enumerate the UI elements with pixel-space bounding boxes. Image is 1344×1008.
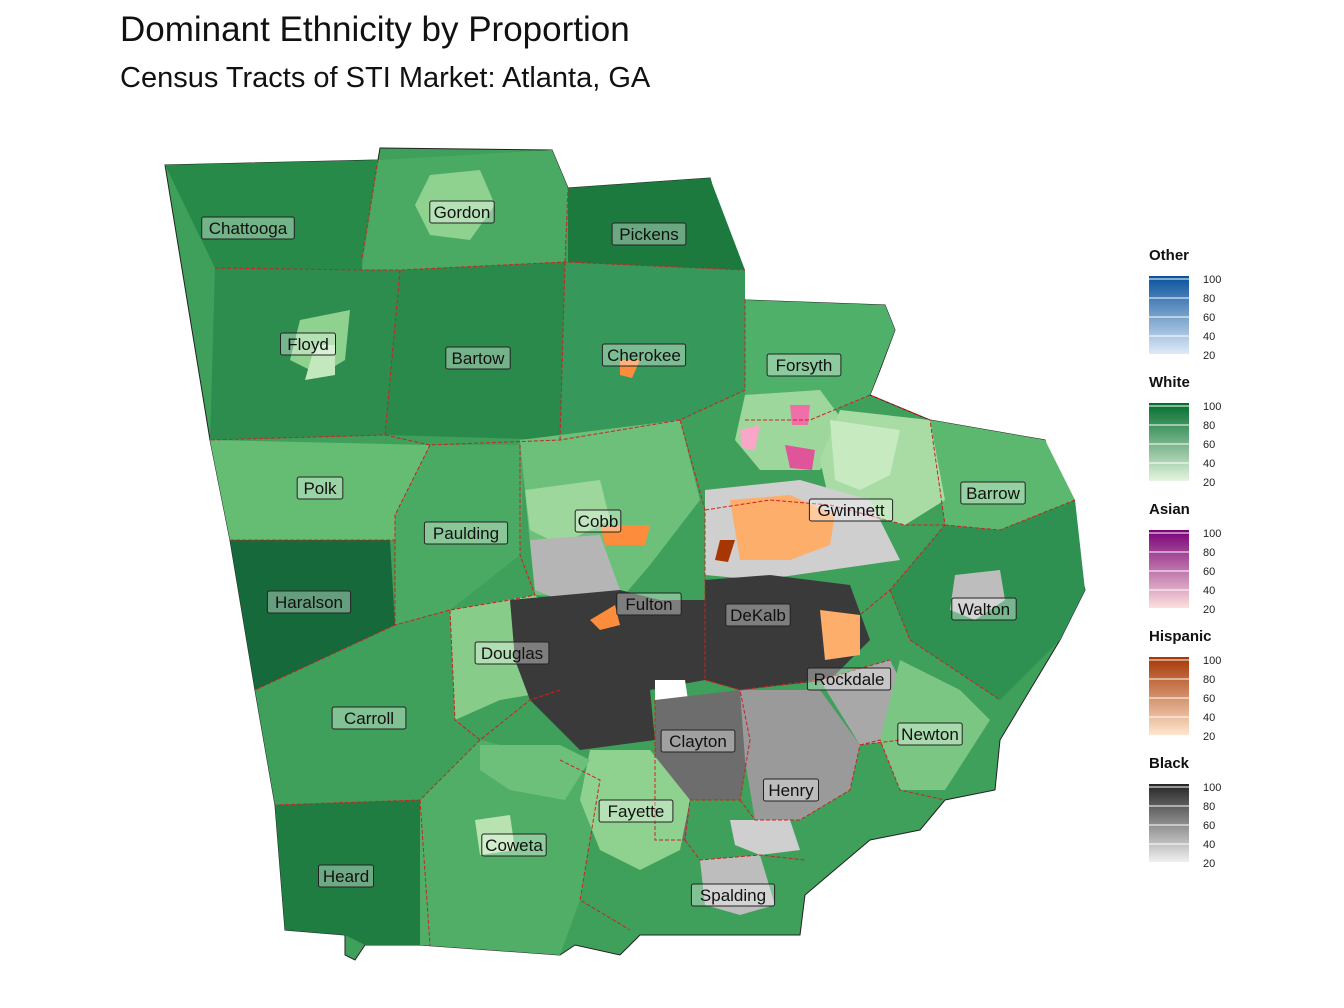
legend-tick-label: 100 [1203, 401, 1221, 413]
legend-title: Asian [1149, 501, 1190, 518]
svg-text:Henry: Henry [768, 781, 814, 800]
county-label-gordon: Gordon [429, 200, 495, 224]
legend-tick-label: 60 [1203, 312, 1215, 324]
county-label-newton: Newton [897, 722, 963, 746]
legend-tick-label: 80 [1203, 293, 1215, 305]
svg-text:Fayette: Fayette [608, 802, 665, 821]
county-label-polk: Polk [296, 476, 344, 500]
county-label-fayette: Fayette [598, 799, 674, 823]
county-label-cherokee: Cherokee [601, 343, 687, 367]
legend-tick-label: 40 [1203, 585, 1215, 597]
svg-text:Polk: Polk [303, 479, 337, 498]
county-label-chattooga: Chattooga [201, 216, 295, 240]
svg-text:Gwinnett: Gwinnett [817, 501, 884, 520]
svg-text:Floyd: Floyd [287, 335, 329, 354]
county-label-forsyth: Forsyth [766, 353, 842, 377]
tract-patches [290, 170, 1005, 915]
svg-text:Heard: Heard [323, 867, 369, 886]
legend-title: Hispanic [1149, 628, 1212, 645]
svg-text:Haralson: Haralson [275, 593, 343, 612]
legend-white: White 100 80 60 40 20 [1149, 374, 1221, 489]
svg-text:Douglas: Douglas [481, 644, 543, 663]
legend-title: Black [1149, 755, 1190, 772]
legend-tick-label: 60 [1203, 820, 1215, 832]
legend-colorbar [1149, 530, 1189, 608]
county-label-dekalb: DeKalb [725, 603, 791, 627]
svg-text:Newton: Newton [901, 725, 959, 744]
county-label-pickens: Pickens [611, 222, 687, 246]
legend-asian: Asian 100 80 60 40 20 [1149, 501, 1221, 616]
svg-text:Clayton: Clayton [669, 732, 727, 751]
map-title: Dominant Ethnicity by Proportion [120, 10, 630, 49]
county-label-coweta: Coweta [481, 833, 547, 857]
legend-tick-label: 20 [1203, 350, 1215, 362]
svg-text:Cobb: Cobb [578, 512, 619, 531]
map-subtitle: Census Tracts of STI Market: Atlanta, GA [120, 62, 651, 94]
county-label-douglas: Douglas [474, 641, 550, 665]
legend-tick-label: 20 [1203, 477, 1215, 489]
legend-tick-label: 80 [1203, 674, 1215, 686]
legend-tick-label: 100 [1203, 655, 1221, 667]
county-label-henry: Henry [763, 778, 819, 802]
legend-other: Other 100 80 60 40 20 [1149, 247, 1221, 362]
svg-text:Spalding: Spalding [700, 886, 766, 905]
legend-title: Other [1149, 247, 1189, 264]
county-label-gwinnett: Gwinnett [808, 498, 894, 522]
county-label-cobb: Cobb [574, 509, 622, 533]
legend-black: Black 100 80 60 40 20 [1149, 755, 1221, 870]
legend-tick-label: 40 [1203, 712, 1215, 724]
legend-tick-label: 100 [1203, 274, 1221, 286]
county-label-clayton: Clayton [660, 729, 736, 753]
legend-tick-label: 20 [1203, 604, 1215, 616]
legend-tick-label: 40 [1203, 331, 1215, 343]
svg-text:Gordon: Gordon [434, 203, 491, 222]
county-label-barrow: Barrow [960, 481, 1026, 505]
svg-text:DeKalb: DeKalb [730, 606, 786, 625]
svg-text:Walton: Walton [958, 600, 1010, 619]
county-label-rockdale: Rockdale [806, 667, 892, 691]
legend-colorbar [1149, 403, 1189, 481]
county-label-walton: Walton [951, 597, 1017, 621]
svg-text:Coweta: Coweta [485, 836, 543, 855]
legend-title: White [1149, 374, 1190, 391]
county-label-carroll: Carroll [331, 706, 407, 730]
legend-tick-label: 60 [1203, 439, 1215, 451]
svg-text:Paulding: Paulding [433, 524, 499, 543]
legend-colorbar [1149, 657, 1189, 735]
svg-text:Forsyth: Forsyth [776, 356, 833, 375]
legend-tick-label: 20 [1203, 731, 1215, 743]
svg-text:Cherokee: Cherokee [607, 346, 681, 365]
county-boundaries [209, 159, 1076, 946]
legend-tick-label: 60 [1203, 693, 1215, 705]
county-label-spalding: Spalding [690, 883, 776, 907]
svg-text:Pickens: Pickens [619, 225, 679, 244]
legend-tick-label: 40 [1203, 458, 1215, 470]
legend-hispanic: Hispanic 100 80 60 40 20 [1149, 628, 1221, 743]
county-label-heard: Heard [318, 864, 374, 888]
legend-colorbar [1149, 276, 1189, 354]
svg-text:Fulton: Fulton [625, 595, 672, 614]
county-label-fulton: Fulton [616, 592, 682, 616]
county-label-paulding: Paulding [423, 521, 509, 545]
legend-tick-label: 60 [1203, 566, 1215, 578]
svg-text:Carroll: Carroll [344, 709, 394, 728]
legend-tick-label: 80 [1203, 420, 1215, 432]
legend-tick-label: 100 [1203, 528, 1221, 540]
county-label-bartow: Bartow [445, 346, 511, 370]
county-label-haralson: Haralson [266, 590, 352, 614]
legend-tick-label: 20 [1203, 858, 1215, 870]
county-label-floyd: Floyd [280, 332, 336, 356]
legend-tick-label: 80 [1203, 547, 1215, 559]
legend-tick-label: 40 [1203, 839, 1215, 851]
svg-text:Bartow: Bartow [452, 349, 506, 368]
legend-tick-label: 100 [1203, 782, 1221, 794]
svg-text:Barrow: Barrow [966, 484, 1021, 503]
svg-text:Chattooga: Chattooga [209, 219, 288, 238]
legend-tick-label: 80 [1203, 801, 1215, 813]
svg-text:Rockdale: Rockdale [814, 670, 885, 689]
legend-colorbar [1149, 784, 1189, 862]
